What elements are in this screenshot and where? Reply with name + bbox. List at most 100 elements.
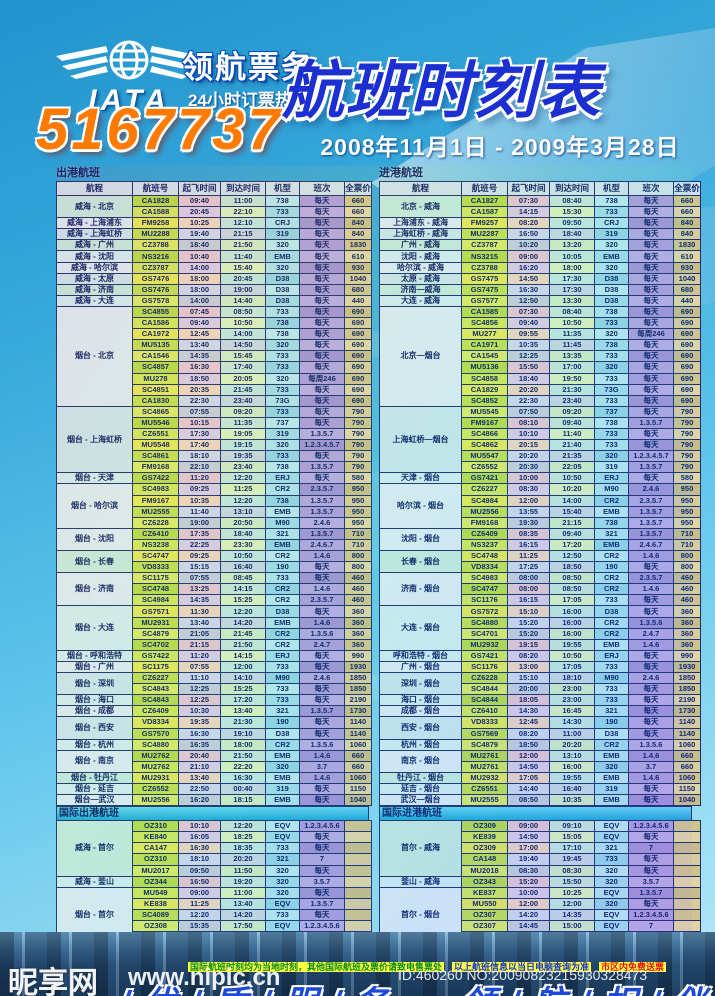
frequency-cell: 每天 [628,250,674,263]
table-row: 威海 - 釜山 OZ344 16:50 19:20 320 3.5.7 [56,875,372,888]
frequency-cell: 1.4.6 [299,616,345,629]
fare-cell: 460 [344,594,372,607]
dep-time-cell: 19:00 [178,516,221,529]
arr-time-cell: 15:25 [220,683,266,696]
aircraft-cell: D38 [594,727,629,740]
fare-cell: 460 [344,583,372,596]
fare-cell: 1830 [344,239,372,252]
flight-no-cell: CZ6227 [461,483,508,496]
fare-cell: 690 [673,350,701,363]
frequency-cell: 每天 [628,561,674,574]
aircraft-cell: 733 [265,660,300,674]
arr-time-cell: 17:05 [549,660,595,674]
fare-cell: 690 [673,383,701,396]
aircraft-cell: 320 [265,864,300,877]
fare-cell: 950 [673,483,701,496]
aircraft-cell: EQV [265,831,300,844]
arr-time-cell: 11:45 [549,339,595,352]
arr-time-cell: 18:40 [220,527,266,540]
table-row: 首尔 - 烟台 KE837 10:00 10:25 EQV 1.3.5.7 [379,886,701,944]
fare-cell: 840 [673,217,701,230]
arr-time-cell: 16:40 [549,782,595,796]
flight-no-cell: MU2932 [461,771,508,784]
aircraft-cell: 190 [594,716,629,729]
frequency-cell: 1.4.6 [299,771,345,784]
frequency-cell: 每天 [628,194,674,208]
dep-time-cell: 15:50 [507,361,550,374]
fare-cell: 790 [673,416,701,429]
fare-cell: 2190 [344,694,372,707]
dep-time-cell: 09:55 [507,328,550,341]
flight-no-cell: MU2287 [461,228,508,241]
arr-time-cell: 12:20 [220,605,266,618]
dep-time-cell: 20:20 [507,450,550,463]
frequency-cell: 每天 [299,272,345,285]
route-cell: 武汉—烟台 [379,794,462,807]
route-cell: 牡丹江 - 烟台 [379,771,462,784]
arr-time-cell: 18:00 [220,738,266,751]
aircraft-cell: D38 [594,294,629,307]
frequency-cell: 每天 [628,683,674,696]
flight-no-cell: VD8333 [132,561,179,574]
arr-time-cell: 17:00 [549,361,595,374]
aircraft-cell: 320 [594,361,629,374]
fare-cell: 1850 [344,672,372,685]
aircraft-cell: D38 [265,272,300,285]
frequency-cell: 每天 [299,361,345,374]
fare-cell: 1140 [673,716,701,729]
aircraft-cell: EQV [594,908,629,922]
aircraft-cell: 733 [265,405,300,418]
flight-no-cell: CA147 [132,842,179,855]
route-cell: 烟台 - 成都 [56,705,133,718]
note-realtime-query: 以上航班信息以当日电脑查询为准 [452,962,592,972]
arr-time-cell: 16:00 [549,616,595,629]
aircraft-cell: CRJ [594,217,629,230]
fare-cell [673,820,701,833]
table-row: CA1546 14:35 15:45 733 每天 690 [57,350,372,363]
dep-time-cell: 16:50 [507,228,550,241]
fare-cell: 680 [673,283,701,296]
frequency-cell: 每天 [628,897,674,910]
dep-time-cell: 22:30 [507,394,550,407]
table-row: KE839 14:50 15:05 EQV 每天 [380,831,701,844]
route-cell: 烟台 - 长春 [56,549,133,574]
table-row: 威海 - 首尔 OZ310 10:10 12:20 EQV 1.2.3.4.5.6 [56,820,372,877]
table-row: 烟台 - 海口 SC4843 12:25 17:20 733 每天 2190 [56,694,372,707]
table-row: 沈阳 - 威海 NS3215 09:00 10:05 EMB 每天 610 [379,250,701,263]
flight-no-cell: GS7571 [132,605,179,618]
fare-cell: 840 [673,228,701,241]
route-cell: 上海浦东 - 威海 [379,217,462,230]
frequency-cell: 每天 [299,217,345,230]
fare-cell: 1060 [673,738,701,751]
flight-no-cell: SC4851 [132,383,179,396]
dep-time-cell: 13:55 [507,505,550,518]
fare-cell [673,842,701,855]
column-header: 全票价 [673,181,701,196]
dep-time-cell: 11:30 [178,605,221,618]
fare-cell: 580 [344,472,372,485]
route-cell: 威海 - 釜山 [56,875,133,888]
arr-time-cell: 10:50 [220,317,266,330]
fare-cell: 690 [673,317,701,330]
aircraft-cell: D38 [594,283,629,296]
frequency-cell: 1.2.3.4.5.7 [299,439,345,452]
flight-no-cell: NS3215 [461,250,508,263]
fare-cell: 1040 [673,272,701,285]
table-row: 烟台 - 长春 SC4747 09:25 10:50 CR2 1.4.6 800 [56,549,372,574]
flight-no-cell: CZ6228 [461,672,508,685]
arrivals-table: 航程 航班号 起飞时间 到达时间 机型 班次 全票价 北京 - 威海 CA1827 07:30 0… [379,181,701,807]
flight-no-cell: OZ344 [132,875,179,888]
table-row: 烟台 - 广州 SC1175 07:55 12:00 733 每天 1930 [56,660,372,674]
table-row: 威海 - 沈阳 NS3216 10:40 11:40 EMB 每天 610 [56,250,372,263]
fare-cell: 950 [344,505,372,518]
dep-time-cell: 19:30 [507,516,550,529]
table-row: 呼和浩特 - 烟台 GS7421 08:20 10:50 ERJ 每天 990 [379,649,701,662]
frequency-cell: 1.3.5.7 [628,527,674,540]
flight-no-cell: SC4701 [461,627,508,640]
fare-cell: 800 [673,561,701,574]
fare-cell: 930 [673,261,701,274]
fare-cell [344,842,372,855]
flight-no-cell: SC4747 [132,549,179,563]
arr-time-cell: 09:40 [549,527,595,540]
route-cell: 上海虹桥 - 威海 [379,228,462,241]
